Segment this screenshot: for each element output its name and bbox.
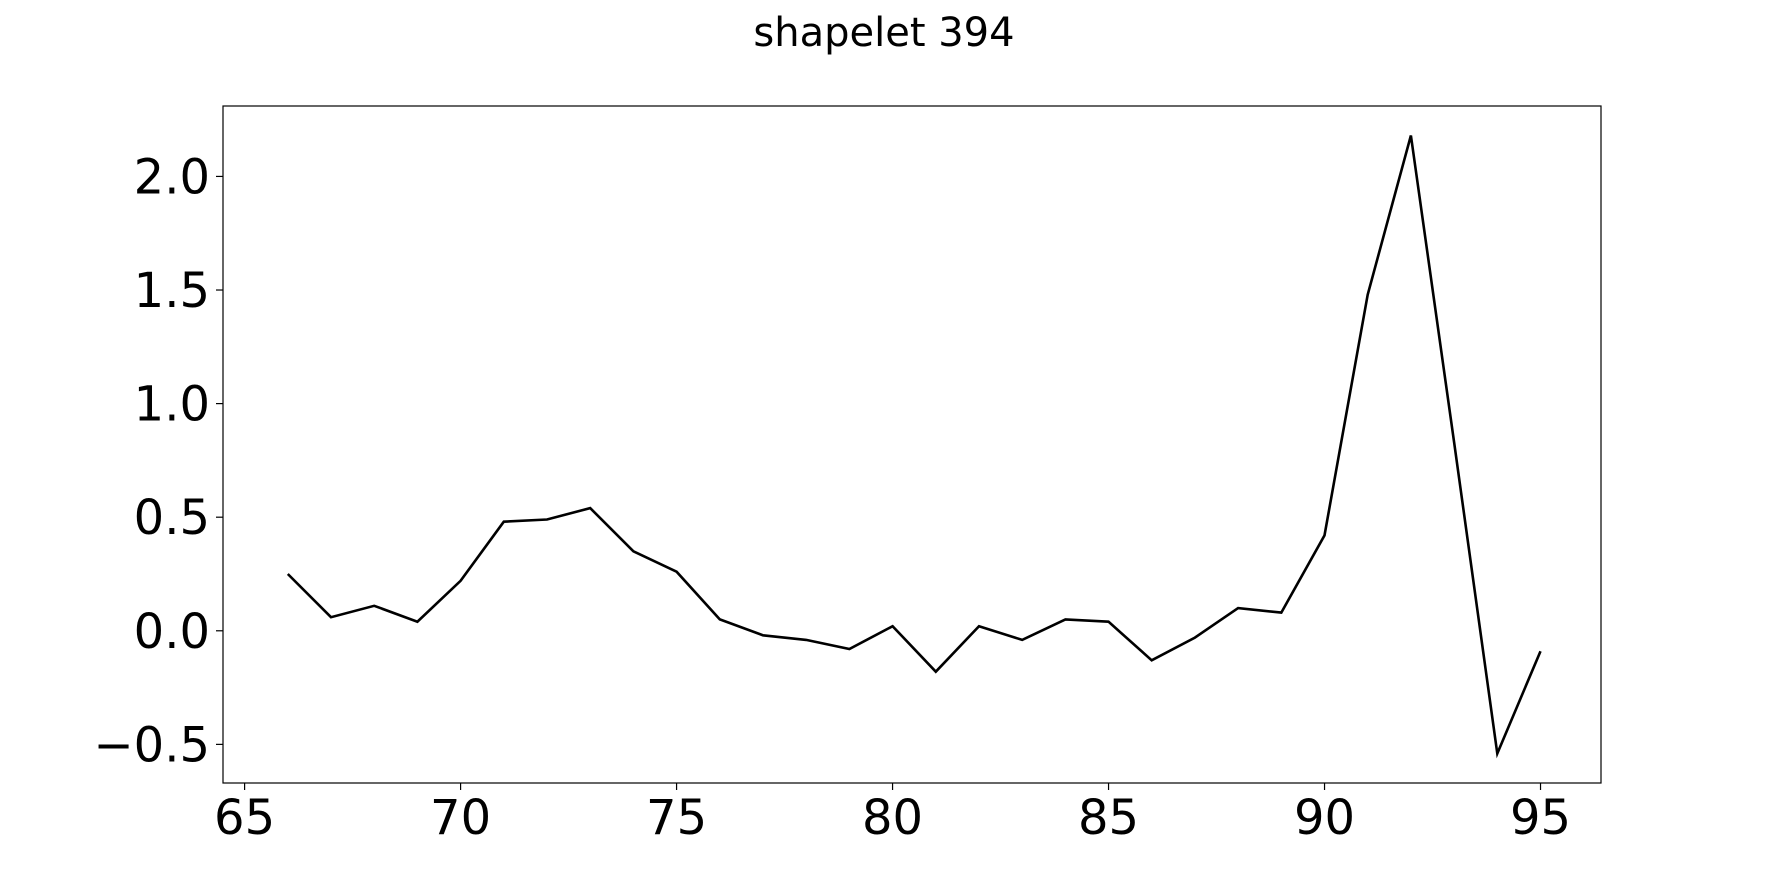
x-tick-label: 65: [214, 790, 275, 846]
series-line: [286, 135, 1542, 759]
y-tick-label: 0.5: [134, 490, 210, 546]
x-tick-label: 90: [1294, 790, 1355, 846]
y-tick-label: −0.5: [93, 717, 210, 773]
axis-ticks: 65 70 75 80 85 90 95 −0.5 0.0 0.5 1.0 1.5 2.0: [93, 149, 1571, 846]
x-tick-label: 95: [1510, 790, 1571, 846]
x-tick-label: 75: [646, 790, 707, 846]
y-tick-label: 1.0: [134, 377, 210, 433]
x-tick-label: 70: [430, 790, 491, 846]
x-tick-label: 80: [862, 790, 923, 846]
y-tick-label: 1.5: [134, 263, 210, 319]
y-tick-label: 0.0: [134, 604, 210, 660]
chart-title: shapelet 394: [753, 10, 1015, 56]
series-layer: [286, 135, 1542, 759]
x-tick-label: 85: [1078, 790, 1139, 846]
y-tick-label: 2.0: [134, 149, 210, 205]
plot-frame: [222, 105, 1602, 784]
